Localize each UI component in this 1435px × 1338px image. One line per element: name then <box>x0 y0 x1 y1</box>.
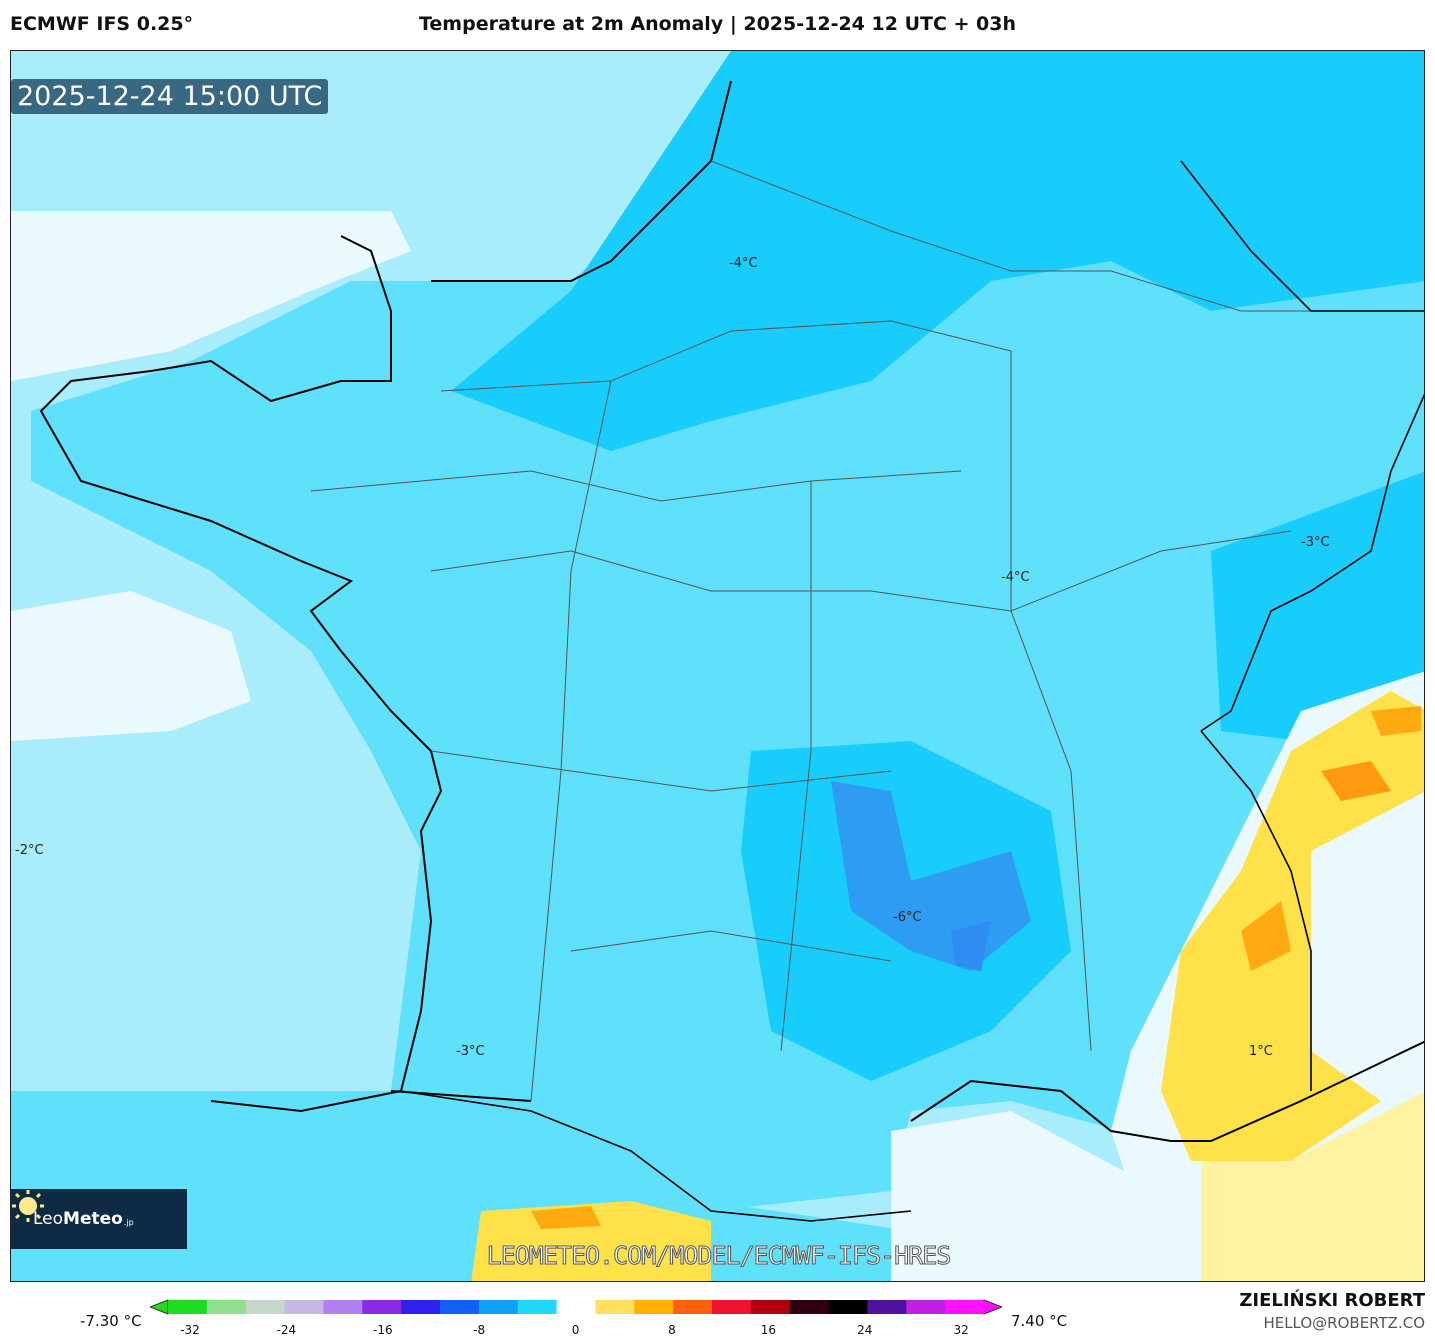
colorbar-segment <box>401 1300 441 1314</box>
land-france <box>31 51 1424 1211</box>
contour-label: -3°C <box>1301 535 1330 550</box>
warm-yellow-se <box>1161 691 1424 1161</box>
colorbar-segment <box>634 1300 674 1314</box>
colorbar-segment <box>595 1300 635 1314</box>
colorbar-tick-label: 24 <box>857 1323 873 1337</box>
author-email: HELLO@ROBERTZ.CO <box>1263 1314 1425 1332</box>
colorbar-segment <box>517 1300 558 1314</box>
pale-sea-biscay <box>11 591 251 741</box>
colorbar-segment <box>828 1300 868 1314</box>
contour-label: -6°C <box>893 910 922 925</box>
model-name: ECMWF IFS 0.25° <box>10 13 194 35</box>
colorbar-segment <box>323 1300 363 1314</box>
contour-label: -2°C <box>15 843 44 858</box>
author-name: ZIELIŃSKI ROBERT <box>1239 1290 1425 1311</box>
colorbar-segment <box>712 1300 752 1314</box>
colorbar-segment <box>206 1300 247 1314</box>
colorbar-segment <box>789 1300 830 1314</box>
warm-pyrenees <box>471 1201 711 1281</box>
colorbar-segment <box>362 1300 402 1314</box>
colorbar-segment <box>478 1300 519 1314</box>
map-canvas <box>11 51 1424 1281</box>
country-border <box>400 160 1424 1222</box>
colorbar <box>150 1299 1002 1315</box>
logo-text-bold: Meteo <box>63 1209 123 1229</box>
colorbar-max-label: 7.40 °C <box>1011 1312 1068 1330</box>
cold-alps <box>1211 471 1424 741</box>
colorbar-tick-label: 8 <box>668 1323 676 1337</box>
colorbar-tick-label: 0 <box>571 1323 580 1337</box>
temperature-anomaly-map: 2025-12-24 15:00 UTC -4°C -3°C -4°C -2°C… <box>10 50 1425 1282</box>
colorbar-segment <box>168 1300 208 1314</box>
colorbar-low-extend <box>150 1299 169 1315</box>
colorbar-min-label: -7.30 °C <box>80 1312 142 1330</box>
sun-icon <box>12 1190 44 1222</box>
contour-label: 1°C <box>1249 1044 1273 1059</box>
colorbar-tick-label: -8 <box>473 1323 486 1337</box>
coastline <box>39 80 1424 1142</box>
warm-orange-1 <box>1241 901 1291 971</box>
warm-pyrenees-core <box>531 1206 601 1229</box>
warm-orange-2 <box>1321 761 1391 801</box>
colorbar-tick-label: 32 <box>953 1323 969 1337</box>
colorbar-high-extend <box>983 1299 1002 1315</box>
colorbar-segment <box>750 1300 791 1314</box>
colorbar-tick-label: -16 <box>372 1323 393 1337</box>
region-borders <box>310 160 1424 1102</box>
pale-mediterranean <box>891 1111 1161 1281</box>
logo-suffix: .jp <box>123 1217 134 1227</box>
valid-time-badge: 2025-12-24 15:00 UTC <box>11 79 329 114</box>
colorbar-tick-label: 16 <box>760 1323 777 1337</box>
colorbar-segment <box>945 1300 985 1314</box>
colorbar-segment <box>440 1300 480 1314</box>
watermark-url: LEOMETEO.COM/MODEL/ECMWF-IFS-HRES <box>486 1241 952 1271</box>
colorbar-tick-label: -32 <box>180 1323 200 1337</box>
leometeo-logo: Leo Meteo .jp <box>11 1189 187 1249</box>
colorbar-segment <box>245 1300 286 1314</box>
pale-sea-north <box>11 211 411 381</box>
colorbar-segment <box>673 1300 713 1314</box>
colorbar-tick-label: -24 <box>276 1323 297 1337</box>
logo-text-light: Leo <box>33 1209 64 1229</box>
colorbar-segment <box>556 1300 596 1314</box>
cold-north <box>451 51 1424 451</box>
warm-pale-yellow-sea <box>1201 1092 1424 1281</box>
contour-label: -3°C <box>456 1044 485 1059</box>
colorbar-segment <box>284 1300 324 1314</box>
warm-orange-3 <box>1371 706 1421 736</box>
colorbar-segment <box>906 1300 946 1314</box>
contour-label: -4°C <box>729 256 758 271</box>
contour-label: -4°C <box>1001 570 1030 585</box>
chart-title: Temperature at 2m Anomaly | 2025-12-24 1… <box>418 13 1017 35</box>
colorbar-segment <box>867 1300 907 1314</box>
coldest-spot <box>951 921 991 971</box>
